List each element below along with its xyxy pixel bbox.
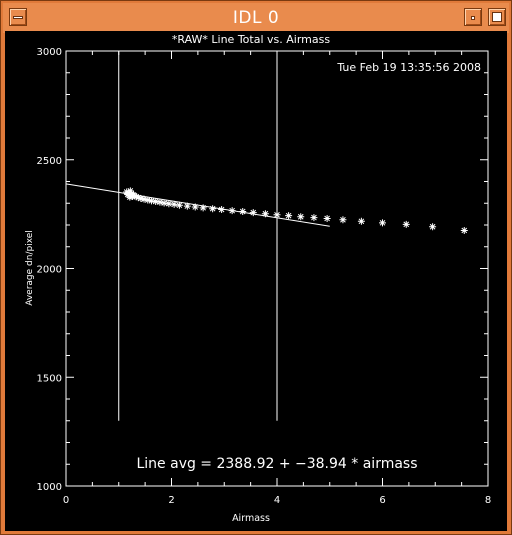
data-point (131, 192, 139, 200)
axes-layer: 0 2 4 6 8 1000 1500 2000 2500 3000 (37, 47, 492, 506)
window-menu-button[interactable] (9, 8, 27, 26)
window-title: IDL 0 (232, 8, 280, 28)
data-point (191, 203, 199, 211)
title-bar[interactable]: IDL 0 (3, 3, 509, 33)
data-point (156, 198, 164, 206)
window-menu-icon (13, 16, 23, 19)
data-point (239, 208, 247, 216)
data-point (209, 205, 217, 213)
data-point (261, 210, 269, 218)
data-point (147, 197, 155, 205)
data-point (170, 200, 178, 208)
data-point (228, 207, 236, 215)
data-layer (65, 51, 468, 421)
data-point (160, 199, 168, 207)
data-point (137, 194, 145, 202)
x-tick-label: 6 (379, 495, 385, 506)
data-point (152, 198, 160, 206)
plot-canvas: *RAW* Line Total vs. Airmass Tue Feb 19 … (5, 31, 507, 531)
y-tick-label: 3000 (37, 47, 62, 58)
chart-title: *RAW* Line Total vs. Airmass (172, 33, 330, 46)
maximize-button[interactable] (488, 8, 506, 26)
data-point (144, 196, 152, 204)
plot-svg: *RAW* Line Total vs. Airmass Tue Feb 19 … (25, 33, 492, 524)
y-tick-label: 2500 (37, 156, 62, 167)
data-point (460, 226, 468, 234)
data-point (379, 219, 386, 227)
x-tick-label: 4 (274, 495, 280, 506)
data-point (183, 202, 191, 210)
x-tick-label: 8 (485, 495, 491, 506)
data-point (126, 193, 134, 201)
data-point (199, 204, 207, 212)
fit-line (65, 183, 330, 227)
x-tick-label: 0 (63, 495, 69, 506)
maximize-icon (492, 12, 502, 22)
data-point (218, 206, 226, 214)
plot-timestamp: Tue Feb 19 13:35:56 2008 (336, 61, 481, 74)
data-point (175, 201, 183, 209)
y-tick-label: 2000 (37, 265, 62, 276)
fit-annotation: Line avg = 2388.92 + −38.94 * airmass (136, 456, 417, 472)
data-point (249, 209, 257, 217)
x-tick-label: 2 (168, 495, 174, 506)
data-point (339, 216, 347, 224)
data-point (402, 220, 410, 228)
data-point (132, 193, 140, 201)
data-point (323, 214, 331, 222)
data-point (310, 214, 318, 222)
x-axis-label: Airmass (232, 513, 270, 524)
y-tick-label: 1000 (37, 482, 62, 493)
data-point (140, 195, 148, 203)
y-axis-label: Average dn/pixel (25, 230, 35, 306)
data-point (165, 200, 173, 208)
data-point (297, 213, 305, 221)
data-point (273, 211, 281, 219)
data-point (285, 212, 293, 220)
data-point (126, 187, 134, 195)
data-point (357, 217, 365, 225)
y-tick-label: 1500 (37, 373, 62, 384)
minimize-button[interactable] (464, 8, 482, 26)
data-point (127, 190, 135, 198)
minimize-icon (471, 16, 475, 20)
data-point (429, 223, 437, 231)
data-point (134, 194, 142, 202)
